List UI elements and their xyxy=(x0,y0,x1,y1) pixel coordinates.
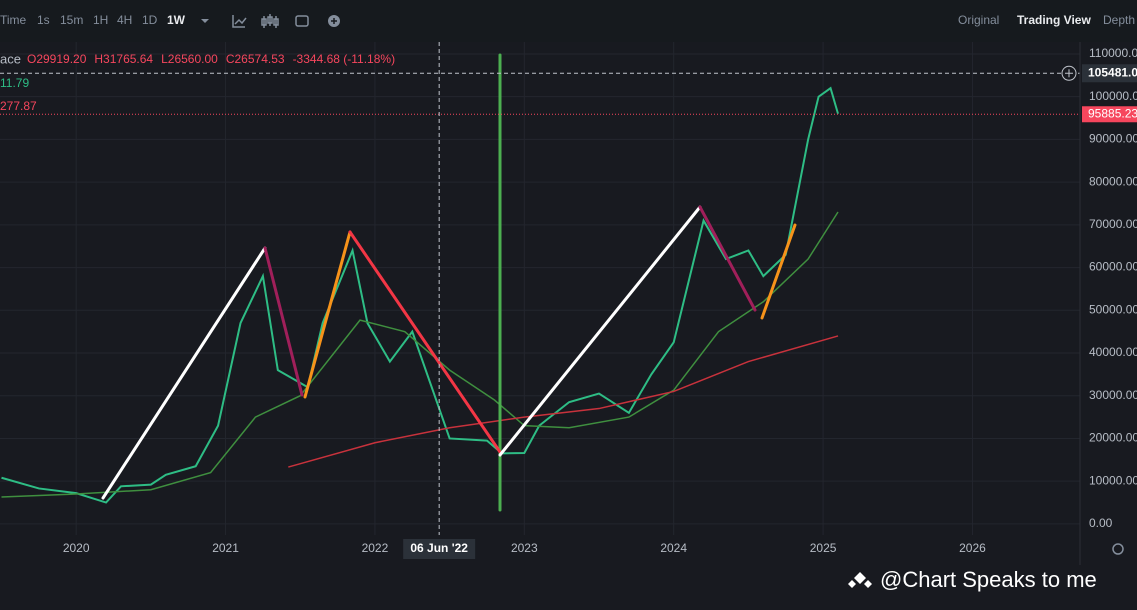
crosshair-x-tag xyxy=(403,539,476,559)
watermark: @Chart Speaks to me xyxy=(880,567,1097,592)
symbol: ace xyxy=(0,51,21,66)
interval-button[interactable]: Time xyxy=(0,13,27,27)
trend-line xyxy=(760,223,797,320)
interval-button[interactable]: 1s xyxy=(37,13,50,27)
overlay: 95885.23 105481.0 06 Jun '22 xyxy=(0,42,1137,559)
ohlc-value: C26574.53 xyxy=(226,52,285,66)
series-line xyxy=(1,86,839,504)
trend-line xyxy=(698,205,757,312)
last-price-tag xyxy=(1082,106,1137,123)
y-tick-label: 110000.0 xyxy=(1089,46,1137,60)
plot-area xyxy=(0,42,1080,535)
interval-button[interactable]: 15m xyxy=(60,13,83,27)
last-price-label: 95885.23 xyxy=(1088,106,1137,120)
y-tick-label: 80000.00 xyxy=(1089,174,1137,188)
y-tick-label: 10000.00 xyxy=(1089,473,1137,487)
trend-line xyxy=(263,246,304,397)
x-tick-label: 2024 xyxy=(660,541,687,555)
crosshair-x-label: 06 Jun '22 xyxy=(410,541,468,555)
trend-line xyxy=(498,205,702,457)
x-tick-label: 2020 xyxy=(63,541,90,555)
ma-value: 277.87 xyxy=(0,99,37,113)
x-tick-label: 2022 xyxy=(362,541,389,555)
y-tick-label: 60000.00 xyxy=(1089,260,1137,274)
ohlc-value: -3344.68 (-11.18%) xyxy=(293,52,396,66)
y-tick-label: 20000.00 xyxy=(1089,431,1137,445)
drawings xyxy=(101,53,797,512)
view-button[interactable]: Depth xyxy=(1103,13,1135,27)
settings-icon[interactable] xyxy=(1112,543,1124,555)
y-tick-label: 90000.00 xyxy=(1089,132,1137,146)
trend-line xyxy=(348,230,502,454)
x-tick-label: 2023 xyxy=(511,541,538,555)
series-line xyxy=(288,335,839,468)
interval-button[interactable]: 1H xyxy=(93,13,108,27)
camera-icon[interactable] xyxy=(295,15,309,27)
view-button[interactable]: Trading View xyxy=(1017,13,1091,27)
toolbar-icons xyxy=(201,14,340,28)
y-tick-label: 70000.00 xyxy=(1089,217,1137,231)
y-tick-label: 30000.00 xyxy=(1089,388,1137,402)
ohlc-value: O29919.20 xyxy=(27,52,87,66)
ma-value: 11.79 xyxy=(0,76,29,90)
interval-button[interactable]: 1D xyxy=(142,13,158,27)
series-line xyxy=(1,211,839,498)
indicator-icon[interactable] xyxy=(232,15,247,28)
crosshair-y-label: 105481.0 xyxy=(1088,65,1137,79)
watermark-logo xyxy=(848,572,872,588)
y-tick-label: 40000.00 xyxy=(1089,345,1137,359)
view-button[interactable]: Original xyxy=(958,13,999,27)
ohlc-value: H31765.64 xyxy=(94,52,153,66)
x-tick-label: 2025 xyxy=(810,541,837,555)
footer xyxy=(0,566,1137,605)
y-tick-label: 100000.00 xyxy=(1089,89,1137,103)
dropdown-icon[interactable] xyxy=(201,19,209,23)
crosshair-add-plus xyxy=(1065,69,1073,78)
interval-button[interactable]: 1W xyxy=(167,13,186,27)
y-tick-label: 50000.00 xyxy=(1089,302,1137,316)
trend-line xyxy=(303,230,352,399)
y-tick-label: 0.00 xyxy=(1089,516,1113,530)
interval-button[interactable]: 4H xyxy=(117,13,132,27)
add-icon-plus xyxy=(331,18,337,24)
toolbar xyxy=(0,0,1137,42)
ohlc-value: L26560.00 xyxy=(161,52,218,66)
x-tick-label: 2026 xyxy=(959,541,986,555)
candles-icon[interactable] xyxy=(261,14,279,28)
x-tick-label: 2021 xyxy=(212,541,239,555)
trend-line xyxy=(101,246,267,500)
crosshair-y-tag xyxy=(1082,64,1137,83)
